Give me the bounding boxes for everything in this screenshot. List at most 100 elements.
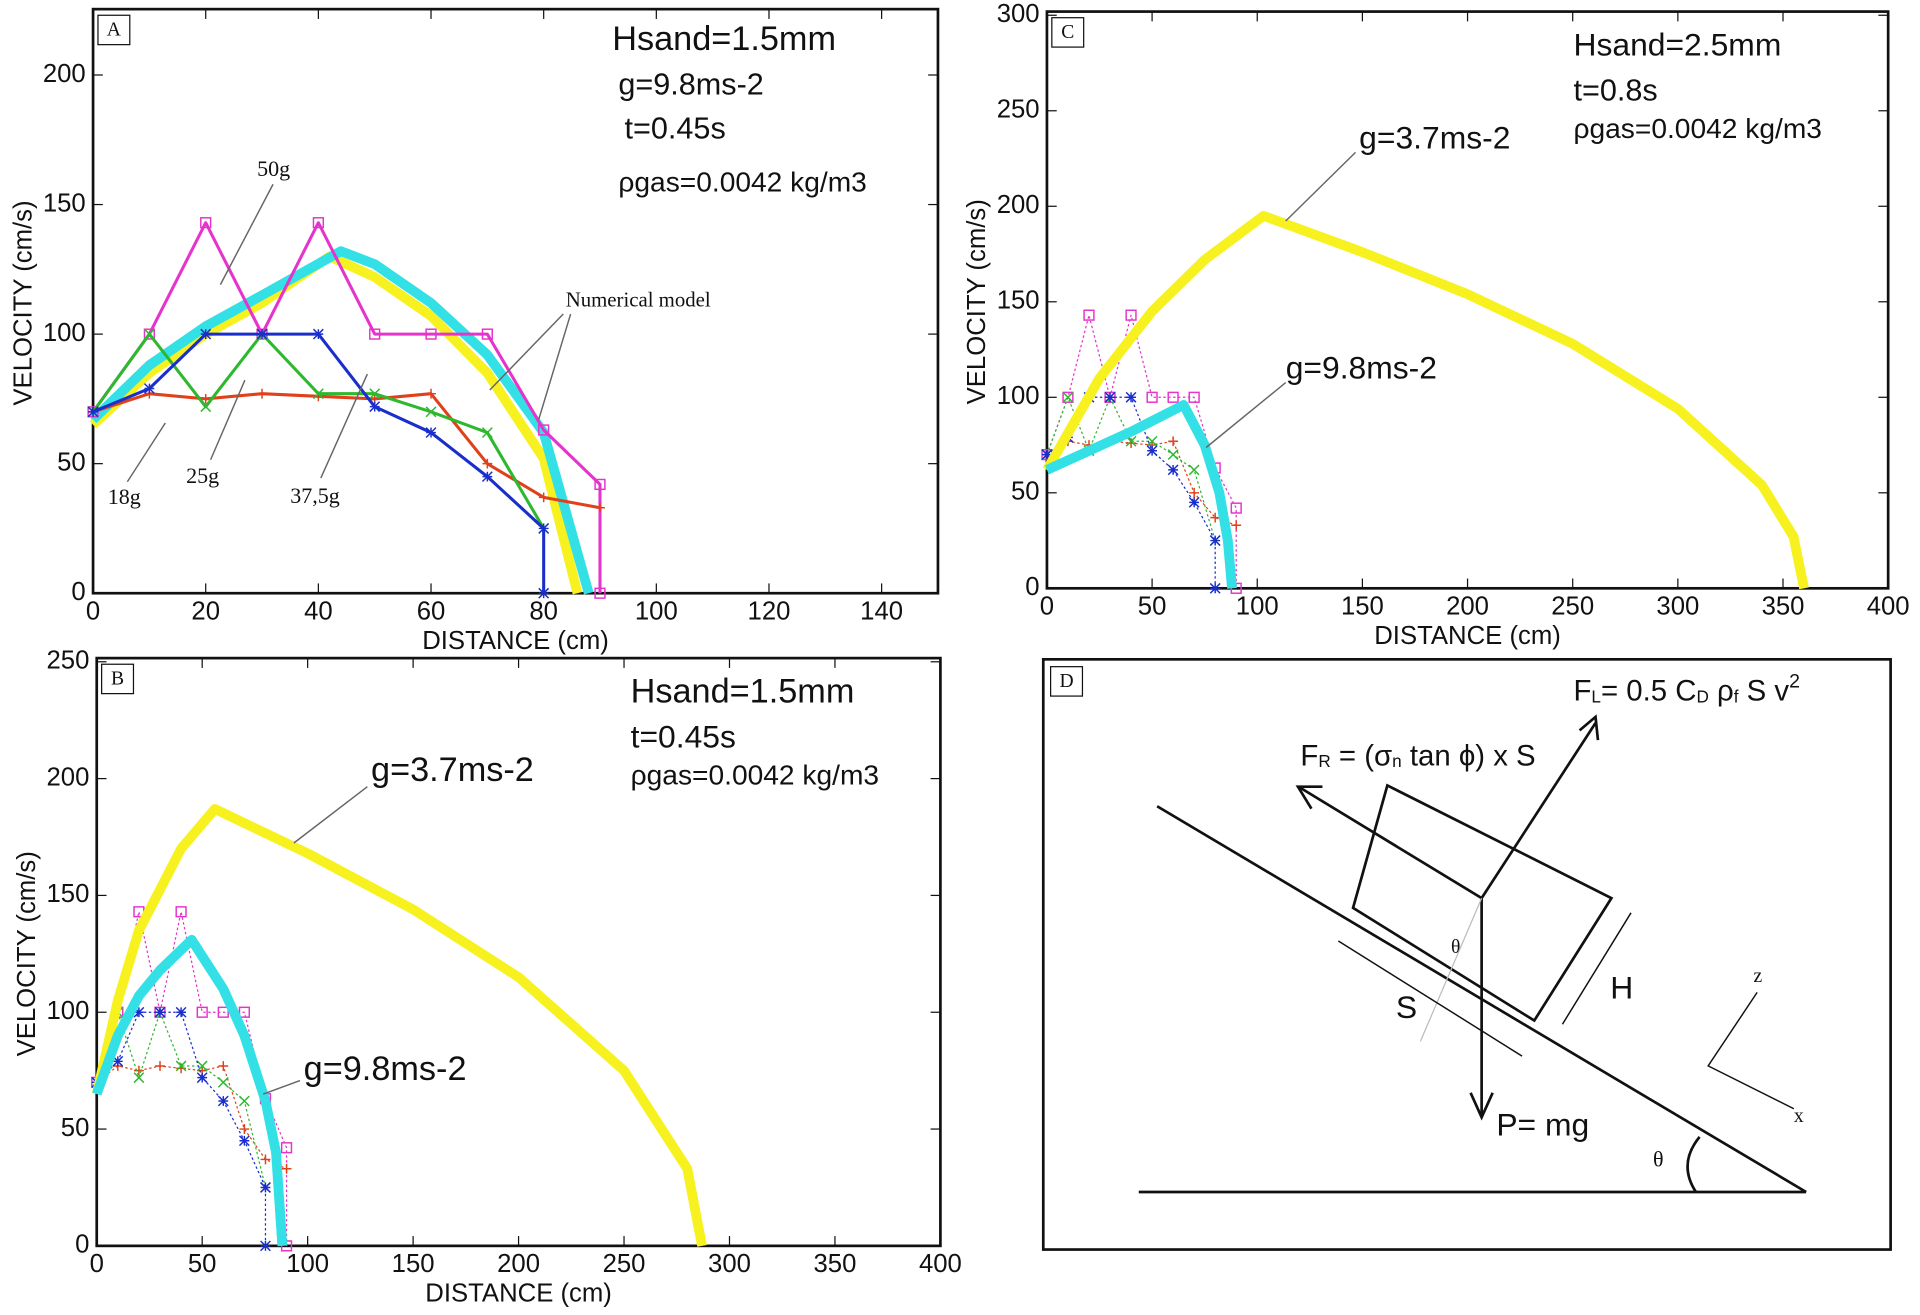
data-point xyxy=(143,328,155,340)
annotation: Numerical model xyxy=(566,288,711,312)
y-axis-title: VELOCITY (cm/s) xyxy=(13,851,41,1056)
annotation: Hsand=1.5mm xyxy=(631,673,855,711)
panel-frame xyxy=(1041,657,1892,1251)
data-point xyxy=(260,1154,271,1165)
series-label: 18g xyxy=(108,484,141,509)
side-label: S xyxy=(1396,989,1417,1025)
data-point xyxy=(260,1240,271,1252)
panel-letter-box xyxy=(101,663,135,695)
data-point xyxy=(369,328,381,340)
leader-line xyxy=(1205,382,1287,449)
data-point xyxy=(196,1072,208,1084)
data-point xyxy=(1188,496,1200,508)
t: tan ϕ) x S xyxy=(1402,739,1536,772)
data-point xyxy=(200,393,211,404)
x-tick-label: 400 xyxy=(919,1250,962,1278)
series-line xyxy=(91,221,602,594)
data-point xyxy=(312,328,324,340)
data-point xyxy=(1209,582,1221,594)
data-point xyxy=(238,1006,251,1018)
data-point xyxy=(369,388,381,400)
data-point xyxy=(256,328,268,340)
y-tick-label: 100 xyxy=(46,997,89,1025)
panel-letter: B xyxy=(111,669,124,690)
data-point xyxy=(257,388,267,399)
data-point xyxy=(1104,391,1116,403)
y-axis-title: VELOCITY (cm/s) xyxy=(963,199,991,404)
y-tick-label: 300 xyxy=(997,0,1040,28)
y-tick-label: 0 xyxy=(75,1231,89,1259)
data-point xyxy=(482,458,493,469)
data-point xyxy=(369,401,381,413)
annotation: t=0.45s xyxy=(624,111,725,145)
annotation: t=0.8s xyxy=(1573,73,1657,107)
data-point xyxy=(1188,464,1200,476)
friction-formula: FR = (σn tan ϕ) x S xyxy=(1300,739,1535,772)
x-tick-label: 250 xyxy=(603,1250,646,1278)
t: = 0.5 C xyxy=(1601,674,1697,707)
data-point xyxy=(217,1006,229,1018)
series-line xyxy=(1046,314,1237,589)
x-tick-label: 100 xyxy=(286,1250,329,1278)
data-point xyxy=(260,1182,271,1193)
data-point xyxy=(200,401,212,413)
height-label: H xyxy=(1610,969,1633,1005)
data-point xyxy=(1062,391,1074,403)
annotation: g=3.7ms-2 xyxy=(1359,120,1510,156)
data-point xyxy=(481,471,493,483)
y-tick-label: 200 xyxy=(997,191,1040,219)
data-point xyxy=(218,1061,229,1071)
axes-icon xyxy=(1707,991,1795,1110)
data-point xyxy=(1126,438,1136,449)
t: F xyxy=(1573,674,1591,707)
data-point xyxy=(134,1065,144,1076)
data-point xyxy=(1146,445,1158,457)
panel-letter-box xyxy=(97,14,131,46)
data-point xyxy=(280,1142,293,1154)
annotation: g=3.7ms-2 xyxy=(371,751,534,789)
series-line xyxy=(96,1011,267,1246)
data-point xyxy=(312,388,324,400)
x-tick-label: 50 xyxy=(1138,593,1167,621)
t: S v xyxy=(1739,674,1790,707)
axis-label: z xyxy=(1753,966,1762,987)
leader-line xyxy=(219,183,274,285)
data-point xyxy=(595,502,605,513)
leader-line xyxy=(209,379,246,461)
data-point xyxy=(425,427,437,438)
annotation: t=0.45s xyxy=(631,718,736,754)
data-point xyxy=(1231,520,1242,531)
data-point xyxy=(239,1124,250,1134)
annotation: ρgas=0.0042 kg/m3 xyxy=(631,759,879,790)
lift-arrow xyxy=(1480,722,1597,899)
series-line xyxy=(96,1011,267,1188)
data-point xyxy=(1167,391,1179,403)
data-point xyxy=(1168,436,1179,447)
x-tick-label: 140 xyxy=(860,598,903,626)
series-line xyxy=(1042,210,1809,590)
angle-arc xyxy=(1686,1136,1701,1193)
normal-line xyxy=(1419,897,1483,1042)
t: D xyxy=(1696,686,1708,706)
x-tick-label: 0 xyxy=(86,598,100,626)
panel-letter: A xyxy=(107,20,121,41)
s-dimension xyxy=(1337,940,1523,1057)
x-tick-label: 250 xyxy=(1551,593,1594,621)
t: F xyxy=(1300,739,1318,772)
arrow-head xyxy=(1469,1092,1494,1121)
data-point xyxy=(154,1006,166,1018)
y-tick-label: 50 xyxy=(1011,478,1040,506)
data-point xyxy=(481,427,493,438)
x-tick-label: 150 xyxy=(1341,593,1384,621)
data-point xyxy=(143,328,156,340)
y-tick-label: 150 xyxy=(43,189,86,217)
chart-panel: B 0 50 100 150 200 250 0 50 100 150 200 250 300 350 400… xyxy=(13,647,962,1308)
panel-letter: C xyxy=(1061,22,1074,43)
annotation: Hsand=1.5mm xyxy=(612,20,836,58)
y-tick-label: 200 xyxy=(43,60,86,88)
y-tick-label: 150 xyxy=(46,880,89,908)
series-label: 50g xyxy=(257,156,290,181)
data-point xyxy=(481,328,493,340)
